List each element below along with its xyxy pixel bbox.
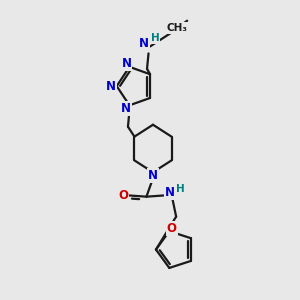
Text: N: N — [148, 169, 158, 182]
Text: N: N — [139, 37, 149, 50]
Text: N: N — [122, 57, 131, 70]
Text: O: O — [118, 189, 128, 202]
Text: H: H — [176, 184, 185, 194]
Text: H: H — [151, 33, 159, 43]
Text: N: N — [121, 102, 131, 115]
Text: N: N — [106, 80, 116, 93]
Text: O: O — [167, 222, 177, 235]
Text: CH₃: CH₃ — [167, 23, 188, 33]
Text: N: N — [165, 186, 175, 199]
